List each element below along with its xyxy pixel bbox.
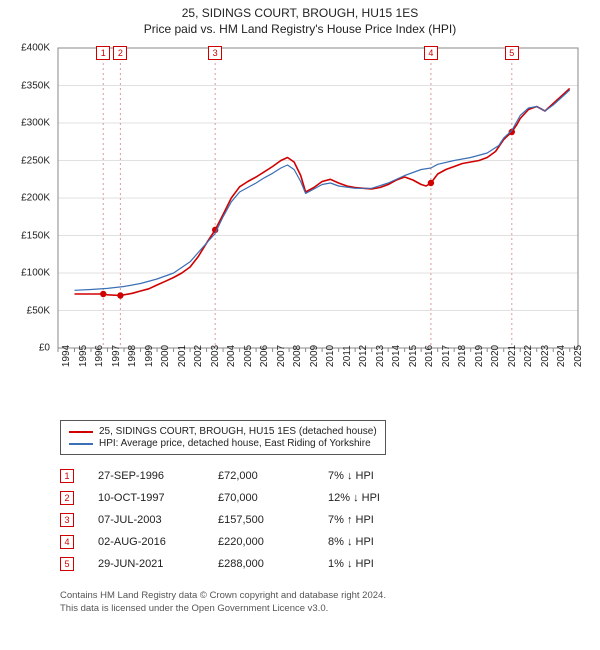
x-tick-label: 2015 [408, 345, 419, 367]
legend-item: HPI: Average price, detached house, East… [69, 438, 377, 449]
y-tick-label: £250K [10, 155, 50, 166]
x-tick-label: 1999 [144, 345, 155, 367]
figure-container: 25, SIDINGS COURT, BROUGH, HU15 1ES Pric… [0, 0, 600, 650]
transaction-row: 1 27-SEP-1996£72,0007% ↓ HPI [60, 465, 438, 487]
x-tick-label: 2010 [325, 345, 336, 367]
y-tick-label: £100K [10, 268, 50, 279]
x-tick-label: 2002 [193, 345, 204, 367]
y-tick-label: £200K [10, 193, 50, 204]
transaction-hpi-diff: 8% ↓ HPI [328, 536, 438, 548]
transaction-date: 02-AUG-2016 [98, 536, 218, 548]
chart-title-line2: Price paid vs. HM Land Registry's House … [0, 22, 600, 36]
transaction-number: 2 [60, 491, 74, 505]
transaction-row: 5 29-JUN-2021£288,0001% ↓ HPI [60, 553, 438, 575]
transaction-hpi-diff: 7% ↓ HPI [328, 470, 438, 482]
transaction-number: 1 [60, 469, 74, 483]
x-tick-label: 1996 [94, 345, 105, 367]
legend-item: 25, SIDINGS COURT, BROUGH, HU15 1ES (det… [69, 426, 377, 437]
transaction-marker: 4 [424, 46, 438, 60]
transaction-number: 4 [60, 535, 74, 549]
transaction-marker: 1 [96, 46, 110, 60]
transaction-number: 5 [60, 557, 74, 571]
x-tick-label: 2008 [292, 345, 303, 367]
transaction-date: 29-JUN-2021 [98, 558, 218, 570]
y-tick-label: £400K [10, 43, 50, 54]
x-tick-label: 2016 [424, 345, 435, 367]
legend-label: HPI: Average price, detached house, East… [99, 438, 371, 449]
transaction-price: £72,000 [218, 470, 328, 482]
footer-line2: This data is licensed under the Open Gov… [60, 603, 386, 616]
footer-line1: Contains HM Land Registry data © Crown c… [60, 590, 386, 603]
transaction-hpi-diff: 1% ↓ HPI [328, 558, 438, 570]
footer-attribution: Contains HM Land Registry data © Crown c… [60, 590, 386, 616]
x-tick-label: 2020 [490, 345, 501, 367]
transaction-marker: 5 [505, 46, 519, 60]
legend: 25, SIDINGS COURT, BROUGH, HU15 1ES (det… [60, 420, 386, 455]
x-tick-label: 2000 [160, 345, 171, 367]
x-tick-label: 2025 [573, 345, 584, 367]
transaction-date: 27-SEP-1996 [98, 470, 218, 482]
x-tick-label: 2021 [507, 345, 518, 367]
x-tick-label: 2023 [540, 345, 551, 367]
x-tick-label: 2024 [556, 345, 567, 367]
transactions-table: 127-SEP-1996£72,0007% ↓ HPI210-OCT-1997£… [60, 465, 438, 575]
chart-title-line1: 25, SIDINGS COURT, BROUGH, HU15 1ES [0, 6, 600, 20]
x-tick-label: 2011 [342, 345, 353, 367]
x-tick-label: 1997 [111, 345, 122, 367]
transaction-price: £288,000 [218, 558, 328, 570]
transaction-row: 2 10-OCT-1997£70,00012% ↓ HPI [60, 487, 438, 509]
x-tick-label: 2004 [226, 345, 237, 367]
transaction-hpi-diff: 12% ↓ HPI [328, 492, 438, 504]
chart-area: £0 £50K £100K £150K £200K £250K £300K £350K £400… [10, 42, 590, 412]
transaction-price: £220,000 [218, 536, 328, 548]
x-tick-label: 2001 [177, 345, 188, 367]
x-tick-label: 2018 [457, 345, 468, 367]
x-tick-label: 2013 [375, 345, 386, 367]
x-tick-label: 2007 [276, 345, 287, 367]
transaction-marker: 3 [208, 46, 222, 60]
transaction-price: £157,500 [218, 514, 328, 526]
y-tick-label: £150K [10, 230, 50, 241]
x-tick-label: 2009 [309, 345, 320, 367]
x-tick-label: 2003 [210, 345, 221, 367]
y-tick-label: £350K [10, 80, 50, 91]
legend-label: 25, SIDINGS COURT, BROUGH, HU15 1ES (det… [99, 426, 377, 437]
x-tick-label: 1995 [78, 345, 89, 367]
transaction-row: 4 02-AUG-2016£220,0008% ↓ HPI [60, 531, 438, 553]
x-tick-label: 2012 [358, 345, 369, 367]
legend-swatch [69, 443, 93, 445]
x-tick-label: 2022 [523, 345, 534, 367]
x-tick-label: 2005 [243, 345, 254, 367]
transaction-price: £70,000 [218, 492, 328, 504]
x-tick-label: 1998 [127, 345, 138, 367]
x-tick-label: 2017 [441, 345, 452, 367]
legend-swatch [69, 431, 93, 433]
x-tick-label: 1994 [61, 345, 72, 367]
x-tick-label: 2006 [259, 345, 270, 367]
x-tick-label: 2019 [474, 345, 485, 367]
x-tick-label: 2014 [391, 345, 402, 367]
y-tick-label: £300K [10, 118, 50, 129]
transaction-row: 3 07-JUL-2003£157,5007% ↑ HPI [60, 509, 438, 531]
transaction-date: 10-OCT-1997 [98, 492, 218, 504]
title-block: 25, SIDINGS COURT, BROUGH, HU15 1ES Pric… [0, 0, 600, 36]
transaction-marker: 2 [113, 46, 127, 60]
y-tick-label: £50K [10, 305, 50, 316]
y-tick-label: £0 [10, 343, 50, 354]
transaction-date: 07-JUL-2003 [98, 514, 218, 526]
transaction-hpi-diff: 7% ↑ HPI [328, 514, 438, 526]
transaction-number: 3 [60, 513, 74, 527]
